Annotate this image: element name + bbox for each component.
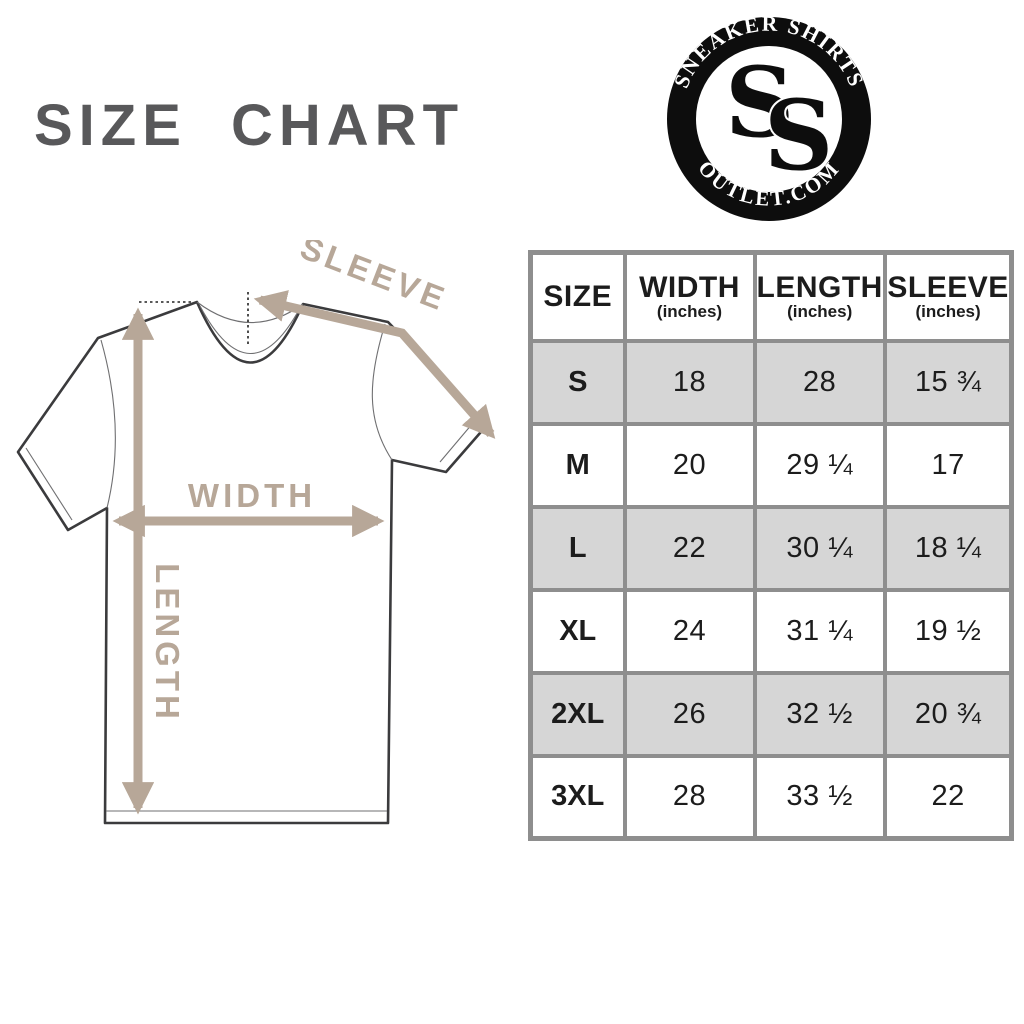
width-cell: 22: [622, 504, 757, 592]
length-cell: 32 ½: [752, 670, 887, 758]
table-row-m: M 20 29 ¼ 17: [528, 421, 1014, 509]
sleeve-cell: 17: [882, 421, 1014, 509]
table-row-s: S 18 28 15 ¾: [528, 338, 1014, 426]
column-header-size: SIZE: [528, 250, 627, 343]
table-row-2xl: 2XL 26 32 ½ 20 ¾: [528, 670, 1014, 758]
column-unit: (inches): [915, 302, 981, 322]
size-cell: M: [528, 421, 627, 509]
column-unit: (inches): [787, 302, 853, 322]
length-cell: 29 ¼: [752, 421, 887, 509]
sleeve-cell: 19 ½: [882, 587, 1014, 675]
sleeve-cell: 22: [882, 753, 1014, 841]
width-cell: 24: [622, 587, 757, 675]
size-cell: XL: [528, 587, 627, 675]
width-cell: 26: [622, 670, 757, 758]
width-cell: 18: [622, 338, 757, 426]
ss-monogram-icon: S S: [723, 44, 835, 194]
sleeve-cell: 15 ¾: [882, 338, 1014, 426]
brand-logo: SNEAKER SHIRTS OUTLET.COM S S: [662, 12, 876, 226]
width-cell: 20: [622, 421, 757, 509]
monogram-letter-2: S: [764, 79, 833, 192]
size-cell: S: [528, 338, 627, 426]
column-unit: (inches): [656, 302, 723, 322]
column-header-width: WIDTH (inches): [622, 250, 757, 343]
sneaker-shirts-outlet-logo-icon: SNEAKER SHIRTS OUTLET.COM S S: [667, 12, 871, 221]
length-cell: 31 ¼: [752, 587, 887, 675]
column-label: SIZE: [543, 280, 613, 313]
length-cell: 33 ½: [752, 753, 887, 841]
monogram-letter-1: S: [725, 46, 794, 159]
column-header-sleeve: SLEEVE (inches): [882, 250, 1014, 343]
size-cell: 2XL: [528, 670, 627, 758]
table-row-xl: XL 24 31 ¼ 19 ½: [528, 587, 1014, 675]
length-cell: 28: [752, 338, 887, 426]
column-label: LENGTH: [756, 270, 883, 304]
sleeve-arrow: [253, 290, 496, 439]
header-row: SIZE WIDTH (inches) LENGTH (inches) SLEE…: [528, 250, 1014, 343]
table-row-l: L 22 30 ¼ 18 ¼: [528, 504, 1014, 592]
column-header-length: LENGTH (inches): [752, 250, 887, 343]
width-cell: 28: [622, 753, 757, 841]
size-cell: L: [528, 504, 627, 592]
left-cuff-hem: [25, 447, 73, 521]
tshirt-diagram-icon: WIDTH LENGTH SLEEVE: [16, 228, 496, 825]
column-label: SLEEVE: [887, 270, 1009, 304]
size-cell: 3XL: [528, 753, 627, 841]
sleeve-cell: 18 ¼: [882, 504, 1014, 592]
length-label: LENGTH: [149, 563, 186, 723]
size-chart-table: SIZE WIDTH (inches) LENGTH (inches) SLEE…: [528, 250, 1015, 841]
left-sleeve-seam: [100, 339, 116, 509]
tshirt-diagram: WIDTH LENGTH SLEEVE: [10, 228, 510, 880]
length-cell: 30 ¼: [752, 504, 887, 592]
table-row-3xl: 3XL 28 33 ½ 22: [528, 753, 1014, 841]
sleeve-cell: 20 ¾: [882, 670, 1014, 758]
page-title: SIZE CHART: [34, 93, 464, 158]
logo-inner-circle: [696, 46, 842, 192]
column-label: WIDTH: [639, 270, 740, 304]
width-label: WIDTH: [188, 477, 316, 514]
tshirt-outline: [16, 300, 489, 825]
